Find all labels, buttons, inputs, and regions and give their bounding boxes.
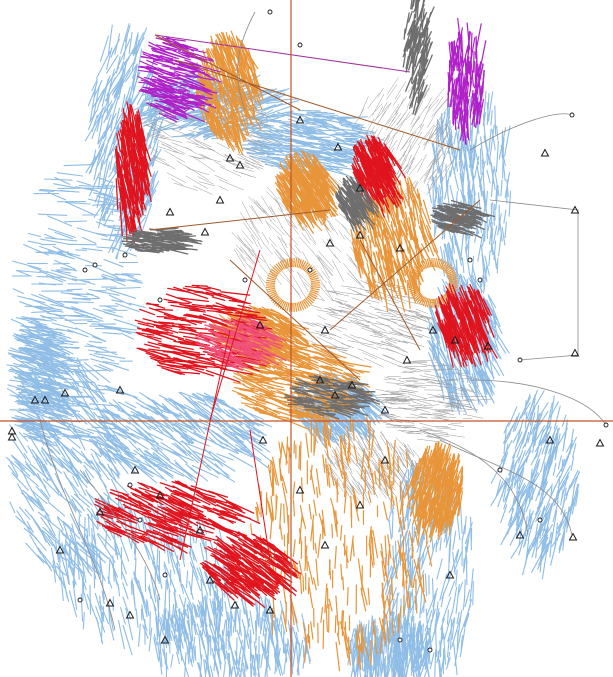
circle-node-icon[interactable] [467,257,473,263]
triangle-node-icon[interactable] [545,435,555,444]
triangle-node-icon[interactable] [570,205,580,214]
circle-node-icon[interactable] [92,262,98,268]
triangle-node-icon[interactable] [315,375,325,384]
triangle-node-icon[interactable] [445,570,455,579]
circle-node-icon[interactable] [77,597,83,603]
triangle-node-icon[interactable] [155,490,165,499]
triangle-node-icon[interactable] [347,380,357,389]
triangle-node-icon[interactable] [40,395,50,404]
circle-node-icon[interactable] [242,277,248,283]
triangle-node-icon[interactable] [568,532,578,541]
circle-node-icon[interactable] [497,467,503,473]
triangle-node-icon[interactable] [355,183,365,192]
triangle-node-icon[interactable] [380,455,390,464]
triangle-node-icon[interactable] [320,325,330,334]
triangle-node-icon[interactable] [395,243,405,252]
node-markers-layer[interactable] [7,9,609,653]
circle-node-icon[interactable] [122,252,128,258]
triangle-node-icon[interactable] [570,348,580,357]
triangle-node-icon[interactable] [295,115,305,124]
circle-node-icon[interactable] [569,112,575,118]
circle-node-icon[interactable] [162,572,168,578]
triangle-node-icon[interactable] [230,600,240,609]
triangle-node-icon[interactable] [125,610,135,619]
triangle-node-icon[interactable] [595,438,605,447]
triangle-node-icon[interactable] [333,142,343,151]
circle-node-icon[interactable] [82,267,88,273]
triangle-node-icon[interactable] [95,507,105,516]
gray-stitch-layer [121,0,496,420]
triangle-node-icon[interactable] [255,320,265,329]
circle-node-icon[interactable] [127,482,133,488]
triangle-node-icon[interactable] [115,385,125,394]
triangle-node-icon[interactable] [325,238,335,247]
triangle-node-icon[interactable] [30,395,40,404]
triangle-node-icon[interactable] [483,341,493,350]
circle-node-icon[interactable] [477,277,483,283]
circle-node-icon[interactable] [427,647,433,653]
circle-node-icon[interactable] [307,267,313,273]
triangle-node-icon[interactable] [205,575,215,584]
triangle-node-icon[interactable] [7,426,17,435]
triangle-node-icon[interactable] [355,500,365,509]
triangle-node-icon[interactable] [165,207,175,216]
jump-connector-layer [39,11,607,631]
circle-node-icon[interactable] [267,9,273,15]
triangle-node-icon[interactable] [105,598,115,607]
triangle-node-icon[interactable] [330,390,340,399]
triangle-node-icon[interactable] [200,227,210,236]
circle-node-icon[interactable] [297,42,303,48]
circle-node-icon[interactable] [157,297,163,303]
circle-node-icon[interactable] [137,517,143,523]
circle-node-icon[interactable] [537,517,543,523]
triangle-node-icon[interactable] [7,432,17,441]
circle-node-icon[interactable] [603,422,609,428]
triangle-node-icon[interactable] [515,530,525,539]
triangle-node-icon[interactable] [295,485,305,494]
triangle-node-icon[interactable] [258,435,268,444]
triangle-node-icon[interactable] [450,335,460,344]
circle-node-icon[interactable] [397,637,403,643]
triangle-node-icon[interactable] [235,160,245,169]
triangle-node-icon[interactable] [355,230,365,239]
triangle-node-icon[interactable] [380,405,390,414]
triangle-node-icon[interactable] [55,545,65,554]
triangle-node-icon[interactable] [130,465,140,474]
triangle-node-icon[interactable] [320,540,330,549]
triangle-node-icon[interactable] [215,195,225,204]
triangle-node-icon[interactable] [225,153,235,162]
triangle-node-icon[interactable] [195,525,205,534]
triangle-node-icon[interactable] [265,605,275,614]
red-stitch-layer [94,101,498,608]
triangle-node-icon[interactable] [402,355,412,364]
triangle-node-icon[interactable] [428,325,438,334]
triangle-node-icon[interactable] [540,148,550,157]
triangle-node-icon[interactable] [160,635,170,644]
circle-node-icon[interactable] [517,357,523,363]
triangle-node-icon[interactable] [60,388,70,397]
